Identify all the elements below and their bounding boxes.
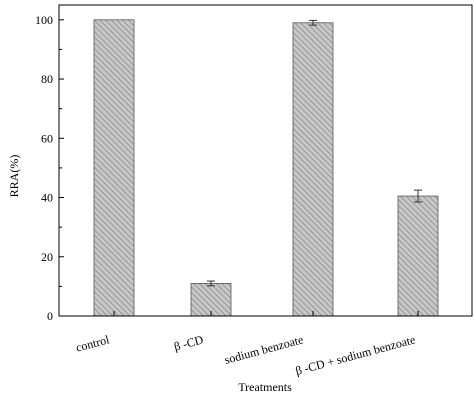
y-tick-label: 0 [47, 309, 53, 323]
bars-group [93, 19, 439, 317]
x-category-label: β -CD + sodium benzoate [294, 332, 417, 377]
bar-1 [93, 19, 135, 317]
x-category-label: control [74, 332, 111, 354]
y-axis-ticks: 0 20 40 60 80 100 [35, 13, 64, 323]
y-tick-label: 80 [41, 72, 53, 86]
x-category-label: β -CD [172, 332, 205, 353]
bar-4 [397, 195, 439, 317]
y-tick-label: 100 [35, 13, 53, 27]
y-tick-label: 40 [41, 191, 53, 205]
error-bars-group [207, 19, 422, 287]
x-axis-label: Treatments [238, 380, 292, 394]
error-bar-2 [207, 280, 215, 287]
y-tick-label: 20 [41, 250, 53, 264]
x-category-label: sodium benzoate [223, 332, 305, 366]
error-bar-3 [309, 19, 317, 26]
y-axis-label: RRA(%) [7, 155, 21, 198]
error-bar-4 [414, 189, 422, 203]
bar-3 [292, 22, 334, 317]
plot-frame [58, 4, 473, 317]
y-tick-label: 60 [41, 131, 53, 145]
bar-2 [190, 283, 232, 317]
